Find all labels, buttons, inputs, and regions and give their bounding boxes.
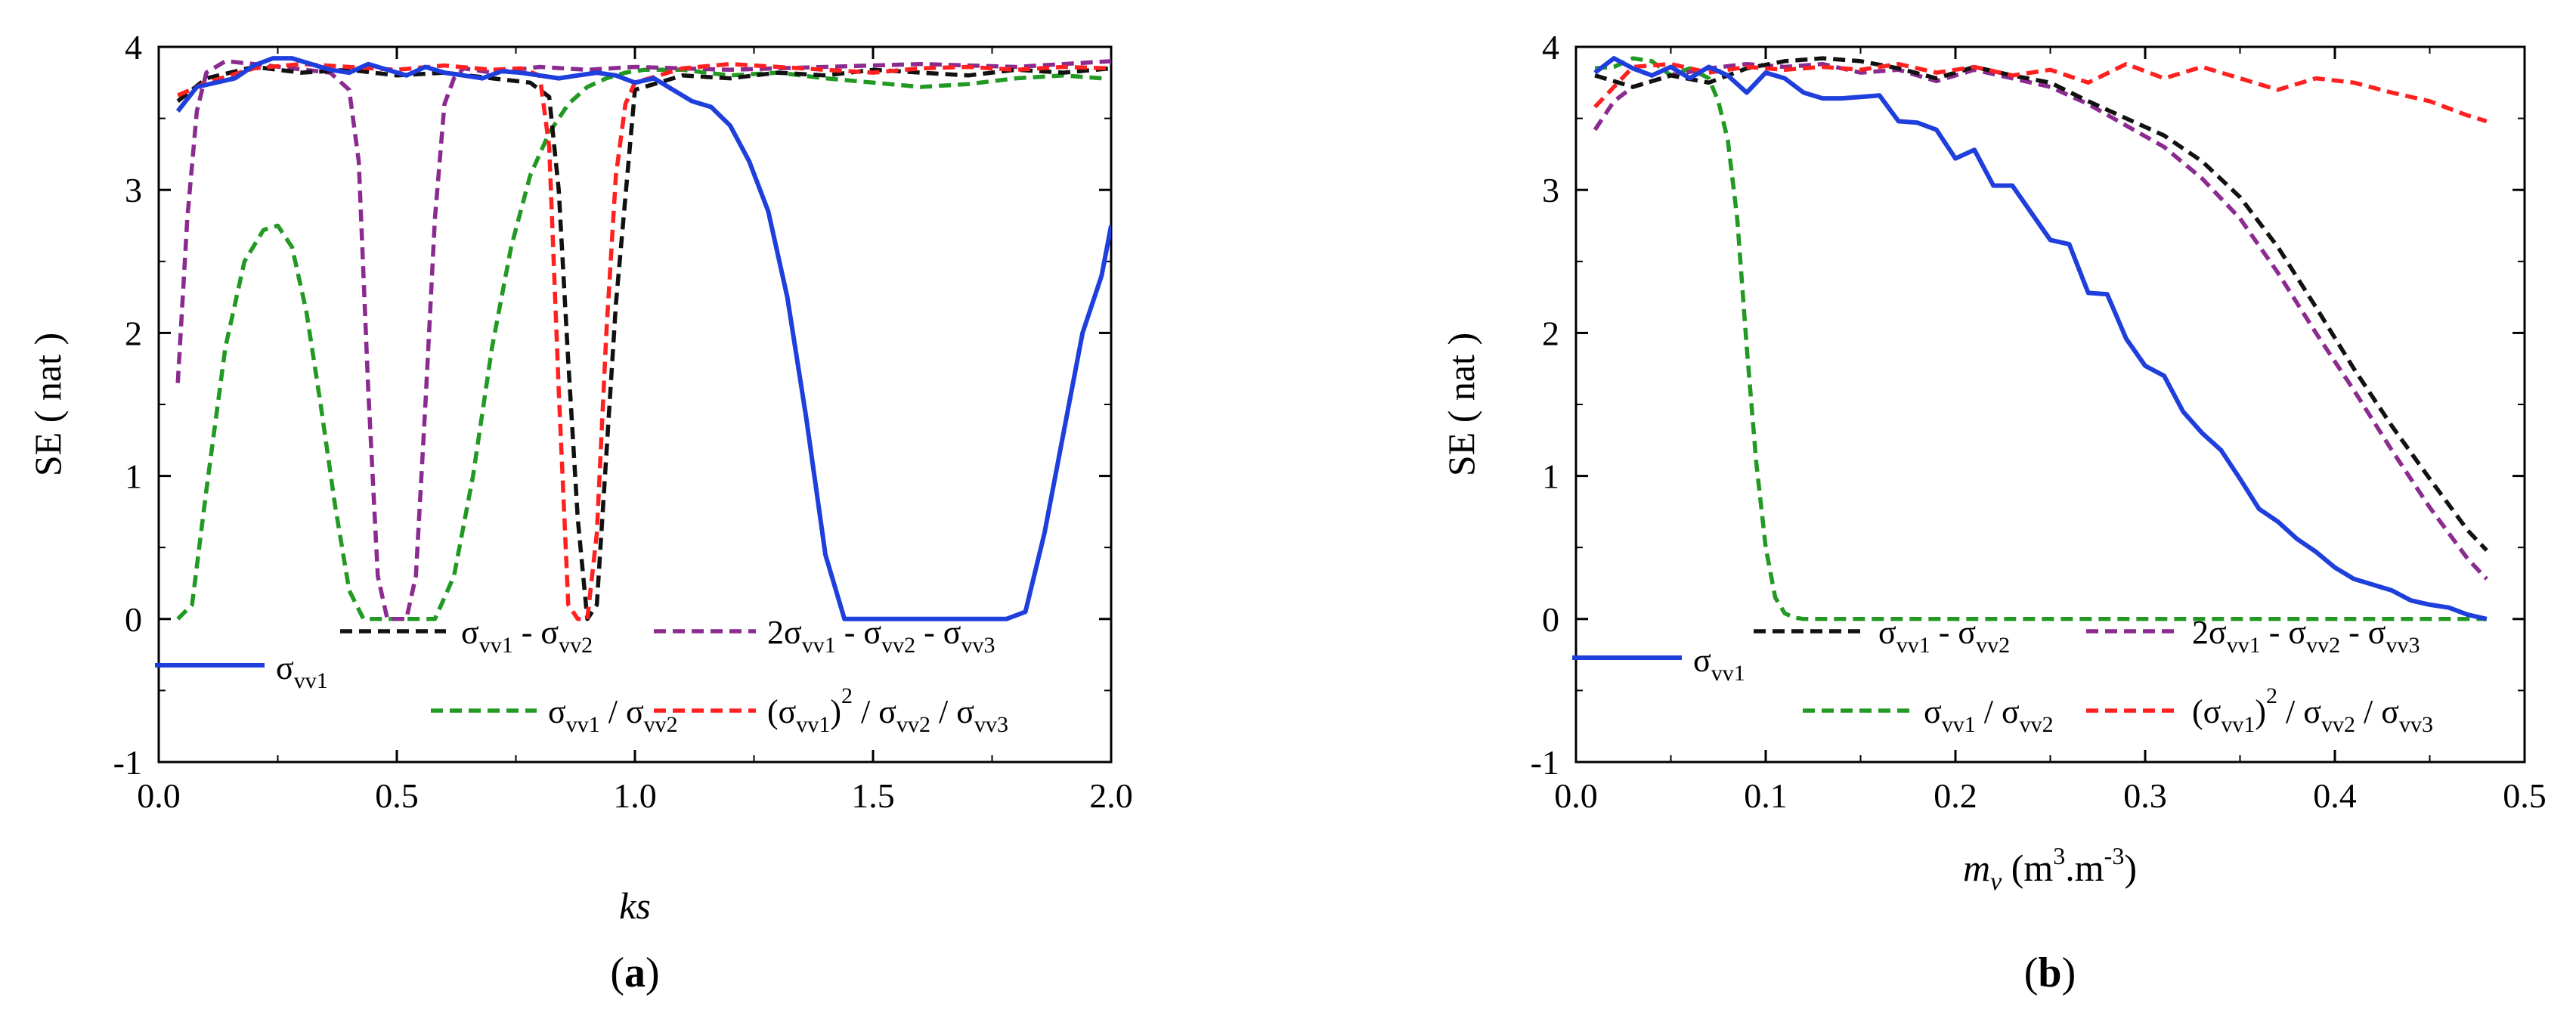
y-tick-label: 4 [1542,28,1559,67]
legend-label-diff: σvv1 - σvv2 [1878,614,2010,658]
x-tick-label: 2.0 [1089,776,1133,815]
y-axis-label: SE ( nat ) [26,333,69,476]
y-axis-label: SE ( nat ) [1440,333,1482,476]
y-tick-label: 3 [125,171,142,209]
legend-label-s1: σvv1 [276,649,328,693]
y-tick-label: 0 [125,600,142,639]
legend-label-s1: σvv1 [1693,642,1745,686]
x-tick-label: 1.5 [851,776,895,815]
y-tick-label: 0 [1542,600,1559,639]
x-tick-label: 0.3 [2123,776,2167,815]
y-tick-label: -1 [113,743,142,782]
series-line-s1 [1593,56,2488,621]
x-tick-label: 0.0 [1554,776,1598,815]
y-tick-label: -1 [1531,743,1559,782]
series-line-ratio [1594,56,2487,621]
x-tick-label: 0.0 [137,776,181,815]
series-line-tri [175,59,1111,621]
x-tick-label: 0.4 [2313,776,2357,815]
y-tick-label: 3 [1542,171,1559,209]
series-line-sq [1593,61,2488,124]
panel-b-chart: 0.0 0.1 0.2 0.3 0.4 0.5 -1 0 1 2 3 4 SE ( nat ) mv (m… [1440,28,2547,996]
x-tick-label: 0.5 [2503,776,2547,815]
x-tick-label: 0.2 [1934,776,1977,815]
x-tick-label: 0.5 [375,776,419,815]
series-line-diff [176,64,1111,621]
y-tick-label: 2 [125,314,142,352]
legend: σvv1 σvv1 - σvv2 2σvv1 - σvv2 - σvv3 σvv1 /… [155,614,1008,737]
series-layer [1593,56,2488,621]
legend-label-tri: 2σvv1 - σvv2 - σvv3 [2192,614,2420,658]
legend-label-diff: σvv1 - σvv2 [461,614,593,658]
panel-label: (b) [2024,949,2076,996]
legend-label-ratio: σvv1 / σvv2 [548,693,678,737]
y-tick-label: 4 [125,28,142,67]
y-tick-label: 1 [1542,457,1559,496]
x-tick-label: 0.1 [1744,776,1788,815]
y-tick-label: 1 [125,457,142,496]
plot-frame [1574,45,2526,764]
legend: σvv1 σvv1 - σvv2 2σvv1 - σvv2 - σvv3 σvv1 /… [1572,614,2433,737]
series-line-ratio [176,67,1102,621]
legend-label-sq: (σvv1)2 / σvv2 / σvv3 [2192,683,2433,737]
legend-label-sq: (σvv1)2 / σvv2 / σvv3 [767,683,1008,737]
panel-label: (a) [610,949,659,996]
series-line-s1 [175,56,1111,621]
x-axis-label: ks [619,884,651,927]
series-line-diff [1594,56,2488,552]
series-layer [175,56,1111,621]
x-axis-label: mv (m3.m-3) [1963,842,2137,896]
legend-label-tri: 2σvv1 - σvv2 - σvv3 [767,614,995,658]
y-tick-label: 2 [1542,314,1559,352]
series-line-sq [177,61,1111,621]
x-tick-label: 1.0 [613,776,657,815]
legend-label-ratio: σvv1 / σvv2 [1924,693,2054,737]
